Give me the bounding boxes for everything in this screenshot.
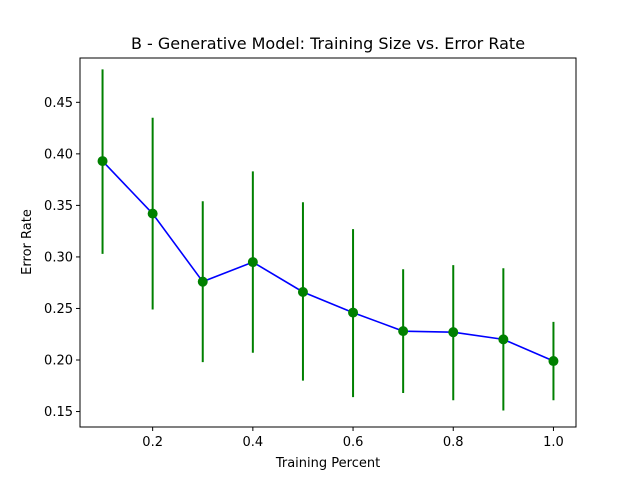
y-tick-label: 0.25 [44,302,73,317]
y-tick-label: 0.40 [44,147,73,162]
y-tick-label: 0.15 [44,405,73,420]
chart-title: B - Generative Model: Training Size vs. … [131,34,525,53]
data-point [97,156,108,167]
y-tick-label: 0.45 [44,96,73,111]
x-tick-label: 0.4 [243,435,264,450]
data-point [548,356,559,367]
x-tick-label: 0.2 [142,435,163,450]
x-tick-label: 1.0 [543,435,564,450]
y-tick-label: 0.20 [44,354,73,369]
data-point [348,307,359,318]
y-tick-label: 0.35 [44,199,73,214]
data-point [197,276,208,287]
y-axis-label: Error Rate [20,209,35,275]
x-tick-label: 0.6 [343,435,364,450]
plot-frame [79,57,577,428]
data-point [147,208,158,219]
series-line [101,160,554,362]
data-point [297,286,308,297]
data-point [398,326,409,337]
data-point [498,334,509,345]
data-point [247,257,258,268]
data-point [448,327,459,338]
x-tick-label: 0.8 [443,435,464,450]
y-tick-label: 0.30 [44,250,73,265]
x-axis-label: Training Percent [275,456,380,471]
